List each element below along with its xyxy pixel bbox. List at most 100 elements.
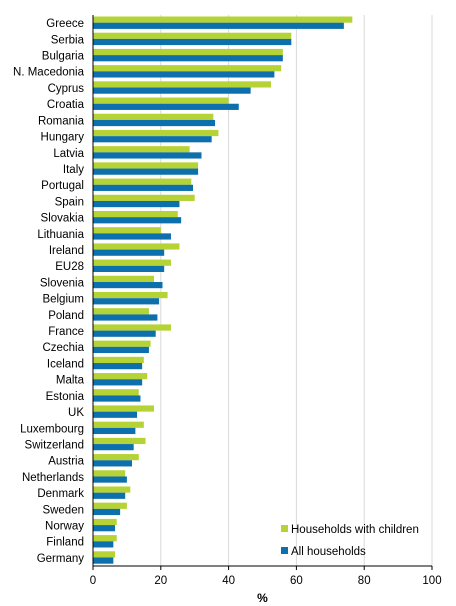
- bar: [93, 324, 171, 331]
- x-tick-label: 0: [90, 575, 96, 587]
- category-label: Romania: [38, 115, 85, 127]
- bar: [93, 65, 282, 72]
- bar: [93, 178, 192, 185]
- legend-swatch: [281, 525, 288, 532]
- bar: [93, 162, 199, 169]
- bar: [93, 194, 195, 201]
- category-label: N. Macedonia: [13, 67, 85, 79]
- bar: [93, 119, 216, 127]
- bar: [93, 518, 117, 526]
- bar: [93, 557, 114, 564]
- category-label: Netherlands: [22, 472, 84, 484]
- bar: [93, 281, 163, 289]
- category-label: Ireland: [49, 245, 84, 257]
- bar: [93, 551, 116, 558]
- bar: [93, 502, 127, 509]
- bar: [93, 146, 190, 153]
- bar: [93, 168, 199, 175]
- category-label: Greece: [46, 18, 84, 30]
- bar: [93, 87, 251, 94]
- bar: [93, 395, 141, 402]
- bar: [93, 373, 148, 380]
- category-label: Slovenia: [40, 277, 85, 289]
- category-label: Slovakia: [41, 213, 85, 225]
- bar: [93, 541, 114, 548]
- category-label: Germany: [37, 553, 85, 565]
- bar: [93, 210, 178, 218]
- category-label: Belgium: [42, 294, 84, 306]
- category-label: Latvia: [53, 148, 84, 160]
- category-label: Austria: [48, 456, 84, 468]
- category-label: UK: [68, 407, 84, 419]
- category-label: Denmark: [37, 488, 84, 500]
- bar: [93, 103, 239, 110]
- bar: [93, 389, 139, 396]
- bar: [93, 486, 131, 493]
- bar: [93, 38, 292, 46]
- category-label: Czechia: [42, 342, 84, 354]
- bars: [93, 16, 353, 564]
- bar: [93, 411, 138, 418]
- bar: [93, 525, 116, 532]
- bar: [93, 405, 155, 412]
- bar: [93, 55, 283, 62]
- bar: [93, 200, 180, 208]
- bar: [93, 243, 180, 250]
- x-tick-label: 60: [290, 575, 303, 587]
- category-label: Croatia: [47, 99, 85, 111]
- category-label: Spain: [55, 196, 84, 208]
- x-tick-label: 80: [358, 575, 371, 587]
- bar: [93, 314, 158, 321]
- bar: [93, 184, 194, 191]
- bar: [93, 152, 202, 159]
- legend-label: All households: [291, 546, 366, 558]
- category-label: France: [48, 326, 84, 338]
- x-tick-label: 40: [222, 575, 235, 587]
- bar: [93, 437, 146, 445]
- legend-label: Households with children: [291, 524, 419, 536]
- x-tick-label: 100: [422, 575, 441, 587]
- bar: [93, 22, 344, 29]
- bar: [93, 356, 144, 364]
- bar: [93, 460, 132, 467]
- category-label: Italy: [63, 164, 84, 176]
- bar: [93, 421, 144, 428]
- category-label: Finland: [46, 537, 84, 549]
- category-label: Lithuania: [37, 229, 84, 241]
- bar: [93, 535, 117, 542]
- category-labels: Greece Serbia Bulgaria N. Macedonia Cyprus Cr…: [13, 18, 85, 565]
- bar: [93, 32, 292, 39]
- bar: [93, 470, 126, 477]
- bar: [93, 265, 165, 272]
- bar: [93, 129, 219, 137]
- category-label: Sweden: [42, 504, 84, 516]
- bar: [93, 217, 182, 224]
- bar: [93, 97, 229, 104]
- bar: [93, 330, 156, 337]
- bar: [93, 476, 127, 483]
- category-label: EU28: [55, 261, 84, 273]
- bar: [93, 81, 271, 88]
- category-label: Cyprus: [48, 83, 85, 95]
- bar: [93, 492, 126, 499]
- bar: [93, 379, 143, 386]
- legend: Households with children All households: [281, 524, 419, 558]
- category-label: Hungary: [41, 132, 85, 144]
- category-label: Serbia: [51, 34, 85, 46]
- bar: [93, 340, 151, 347]
- category-label: Norway: [45, 520, 84, 532]
- bar: [93, 113, 214, 120]
- bar: [93, 48, 283, 56]
- bar: [93, 454, 139, 461]
- bar: [93, 16, 353, 23]
- bar: [93, 298, 160, 305]
- category-label: Poland: [48, 310, 84, 322]
- category-label: Switzerland: [25, 439, 84, 451]
- bar: [93, 444, 134, 451]
- bar: [93, 71, 275, 78]
- bar: [93, 308, 149, 315]
- category-label: Estonia: [46, 391, 85, 403]
- bar: [93, 227, 161, 234]
- category-label: Iceland: [47, 358, 84, 370]
- x-tick-label: 20: [154, 575, 167, 587]
